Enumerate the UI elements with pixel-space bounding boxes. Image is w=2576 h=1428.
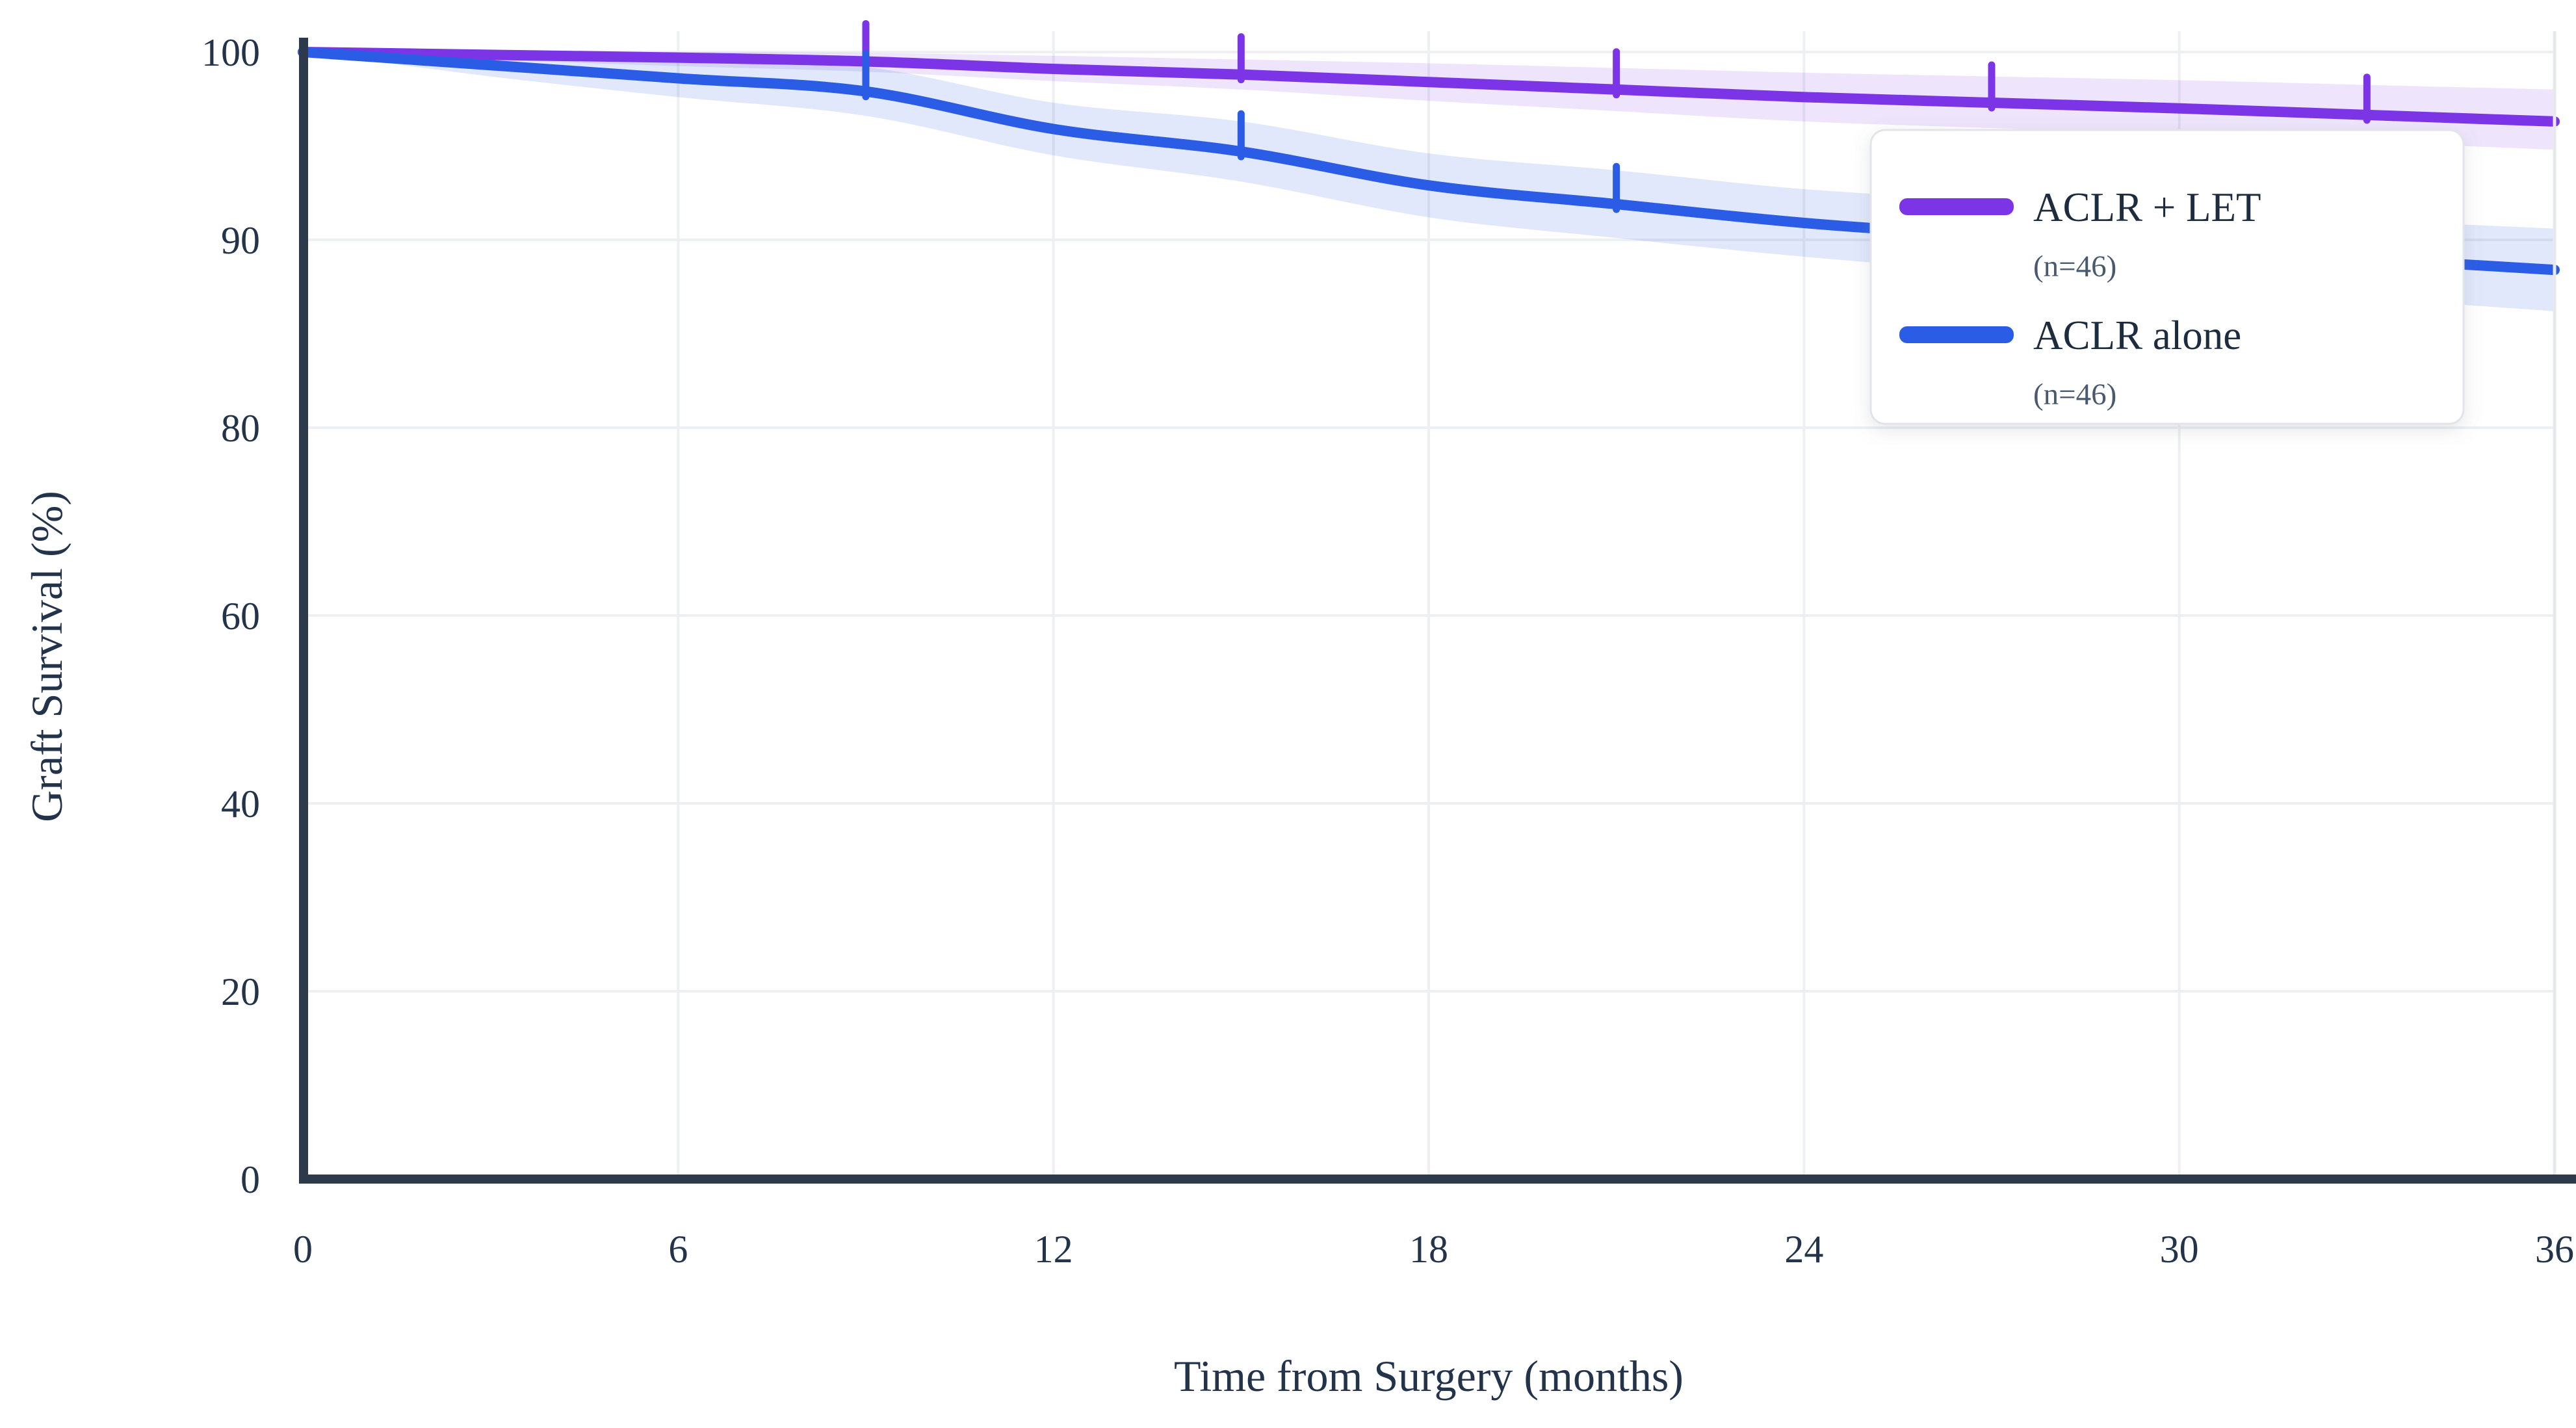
x-tick-label-24: 24 xyxy=(1784,1228,1823,1271)
gridlines xyxy=(303,31,2555,1179)
legend-sublabel-aclr-let-n: (n=46) xyxy=(2033,250,2116,283)
x-tick-label-0: 0 xyxy=(293,1228,313,1271)
axis-spines xyxy=(299,31,2576,1184)
x-axis-tick-labels: 0 6 12 18 24 30 36 xyxy=(293,1228,2574,1271)
legend-label-aclr-let: ACLR + LET xyxy=(2033,185,2261,230)
y-tick-label-100: 100 xyxy=(202,31,260,74)
y-tick-label-90: 90 xyxy=(221,219,260,262)
x-tick-label-12: 12 xyxy=(1034,1228,1073,1271)
legend-label-aclr-alone: ACLR alone xyxy=(2033,313,2241,358)
legend-item-aclr-alone: ACLR alone (n=46) xyxy=(1899,313,2241,411)
y-tick-label-0: 0 xyxy=(241,1158,260,1201)
censor-marks xyxy=(862,19,2371,213)
x-tick-label-36: 36 xyxy=(2535,1228,2574,1271)
y-tick-label-40: 40 xyxy=(221,783,260,825)
legend-box: ACLR + LET (n=46) ACLR alone (n=46) xyxy=(1869,129,2465,425)
x-axis-title: Time from Surgery (months) xyxy=(1174,1351,1684,1401)
legend-swatch-aclr-let xyxy=(1899,198,2014,215)
legend-background xyxy=(1869,129,2465,425)
legend-swatch-aclr-alone xyxy=(1899,326,2014,343)
y-tick-label-20: 20 xyxy=(221,970,260,1013)
y-axis-title: Graft Survival (%) xyxy=(22,491,72,822)
ci-band-aclr-let xyxy=(303,51,2555,150)
y-tick-label-60: 60 xyxy=(221,595,260,638)
legend-sublabel-aclr-alone-n: (n=46) xyxy=(2033,378,2116,411)
x-tick-label-18: 18 xyxy=(1409,1228,1448,1271)
y-axis-tick-labels: 100 90 80 60 40 20 0 xyxy=(202,31,260,1201)
y-tick-label-80: 80 xyxy=(221,407,260,450)
curve-aclr-let xyxy=(298,47,2560,127)
x-tick-label-6: 6 xyxy=(668,1228,688,1271)
x-tick-label-30: 30 xyxy=(2160,1228,2199,1271)
legend-item-aclr-let: ACLR + LET (n=46) xyxy=(1899,185,2261,283)
